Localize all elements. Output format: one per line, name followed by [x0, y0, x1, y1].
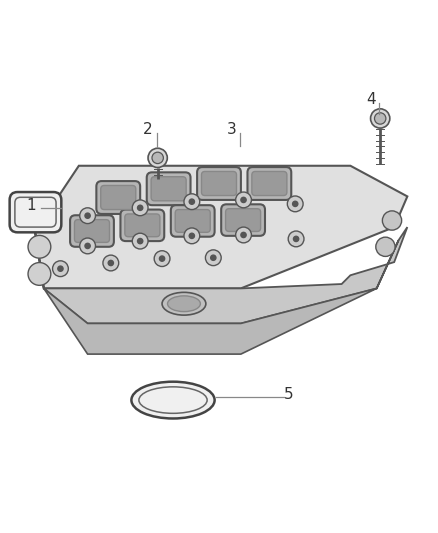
FancyBboxPatch shape: [226, 209, 261, 231]
Circle shape: [371, 109, 390, 128]
Circle shape: [103, 255, 119, 271]
Text: 1: 1: [27, 198, 36, 213]
FancyBboxPatch shape: [10, 192, 61, 232]
Text: 2: 2: [143, 123, 153, 138]
Circle shape: [288, 231, 304, 247]
Circle shape: [28, 263, 51, 285]
Circle shape: [376, 237, 395, 256]
Circle shape: [205, 250, 221, 265]
Circle shape: [58, 266, 63, 271]
Circle shape: [85, 243, 90, 248]
Circle shape: [184, 228, 200, 244]
Text: 5: 5: [284, 387, 294, 402]
Circle shape: [382, 211, 402, 230]
Ellipse shape: [162, 292, 206, 315]
FancyBboxPatch shape: [175, 209, 210, 232]
Circle shape: [159, 256, 165, 261]
Circle shape: [293, 201, 298, 206]
Polygon shape: [35, 227, 407, 324]
Circle shape: [28, 236, 51, 258]
Circle shape: [80, 238, 95, 254]
Circle shape: [132, 200, 148, 216]
Circle shape: [154, 251, 170, 266]
FancyBboxPatch shape: [70, 215, 114, 247]
Circle shape: [236, 227, 251, 243]
Circle shape: [374, 113, 386, 124]
FancyBboxPatch shape: [96, 181, 140, 214]
FancyBboxPatch shape: [101, 185, 136, 209]
Circle shape: [189, 233, 194, 238]
Circle shape: [85, 213, 90, 219]
Circle shape: [53, 261, 68, 277]
Ellipse shape: [167, 296, 200, 312]
FancyBboxPatch shape: [201, 172, 237, 196]
FancyBboxPatch shape: [147, 172, 191, 205]
Circle shape: [138, 205, 143, 211]
Circle shape: [236, 192, 251, 208]
Ellipse shape: [131, 382, 215, 418]
Text: 3: 3: [226, 123, 236, 138]
FancyBboxPatch shape: [252, 172, 287, 196]
Circle shape: [211, 255, 216, 260]
Circle shape: [293, 236, 299, 241]
Circle shape: [241, 197, 246, 203]
FancyBboxPatch shape: [151, 177, 186, 201]
FancyBboxPatch shape: [74, 220, 110, 243]
Circle shape: [152, 152, 163, 164]
Polygon shape: [35, 166, 407, 288]
Circle shape: [148, 148, 167, 167]
FancyBboxPatch shape: [221, 204, 265, 236]
FancyBboxPatch shape: [197, 167, 241, 200]
Circle shape: [241, 232, 246, 238]
Text: 4: 4: [367, 92, 376, 107]
Polygon shape: [44, 240, 399, 354]
Circle shape: [132, 233, 148, 249]
Circle shape: [108, 260, 113, 265]
Circle shape: [189, 199, 194, 204]
FancyBboxPatch shape: [247, 167, 291, 200]
Circle shape: [138, 238, 143, 244]
Circle shape: [287, 196, 303, 212]
FancyBboxPatch shape: [120, 209, 164, 241]
Circle shape: [80, 208, 95, 223]
Circle shape: [184, 194, 200, 209]
FancyBboxPatch shape: [171, 205, 215, 237]
FancyBboxPatch shape: [125, 214, 160, 237]
